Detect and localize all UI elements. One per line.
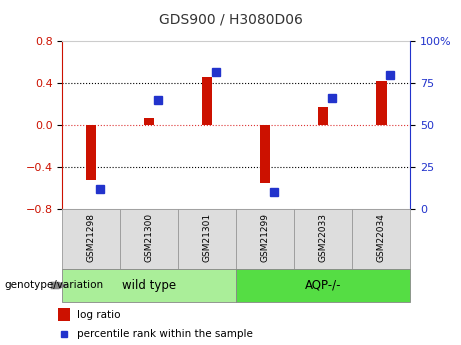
Bar — [178, 209, 236, 269]
Bar — [62, 269, 236, 302]
Bar — [352, 209, 410, 269]
Text: log ratio: log ratio — [77, 310, 121, 320]
Text: GSM22034: GSM22034 — [377, 213, 386, 262]
Bar — [86, 125, 96, 180]
Bar — [120, 209, 178, 269]
Bar — [202, 77, 213, 125]
Text: percentile rank within the sample: percentile rank within the sample — [77, 329, 253, 339]
Bar — [144, 118, 154, 125]
Bar — [260, 125, 271, 183]
Bar — [294, 209, 352, 269]
Text: GSM21301: GSM21301 — [203, 213, 212, 262]
Bar — [58, 308, 70, 321]
Text: GSM21299: GSM21299 — [261, 213, 270, 262]
Bar — [318, 107, 329, 125]
Bar — [376, 81, 386, 125]
Bar — [236, 209, 294, 269]
Text: GSM21298: GSM21298 — [87, 213, 96, 262]
Text: GSM22033: GSM22033 — [319, 213, 328, 262]
Bar — [236, 269, 410, 302]
Bar — [62, 209, 120, 269]
Text: AQP-/-: AQP-/- — [305, 279, 342, 292]
Text: GDS900 / H3080D06: GDS900 / H3080D06 — [159, 12, 302, 26]
Text: genotype/variation: genotype/variation — [5, 280, 104, 290]
Text: wild type: wild type — [122, 279, 176, 292]
Text: GSM21300: GSM21300 — [145, 213, 154, 262]
